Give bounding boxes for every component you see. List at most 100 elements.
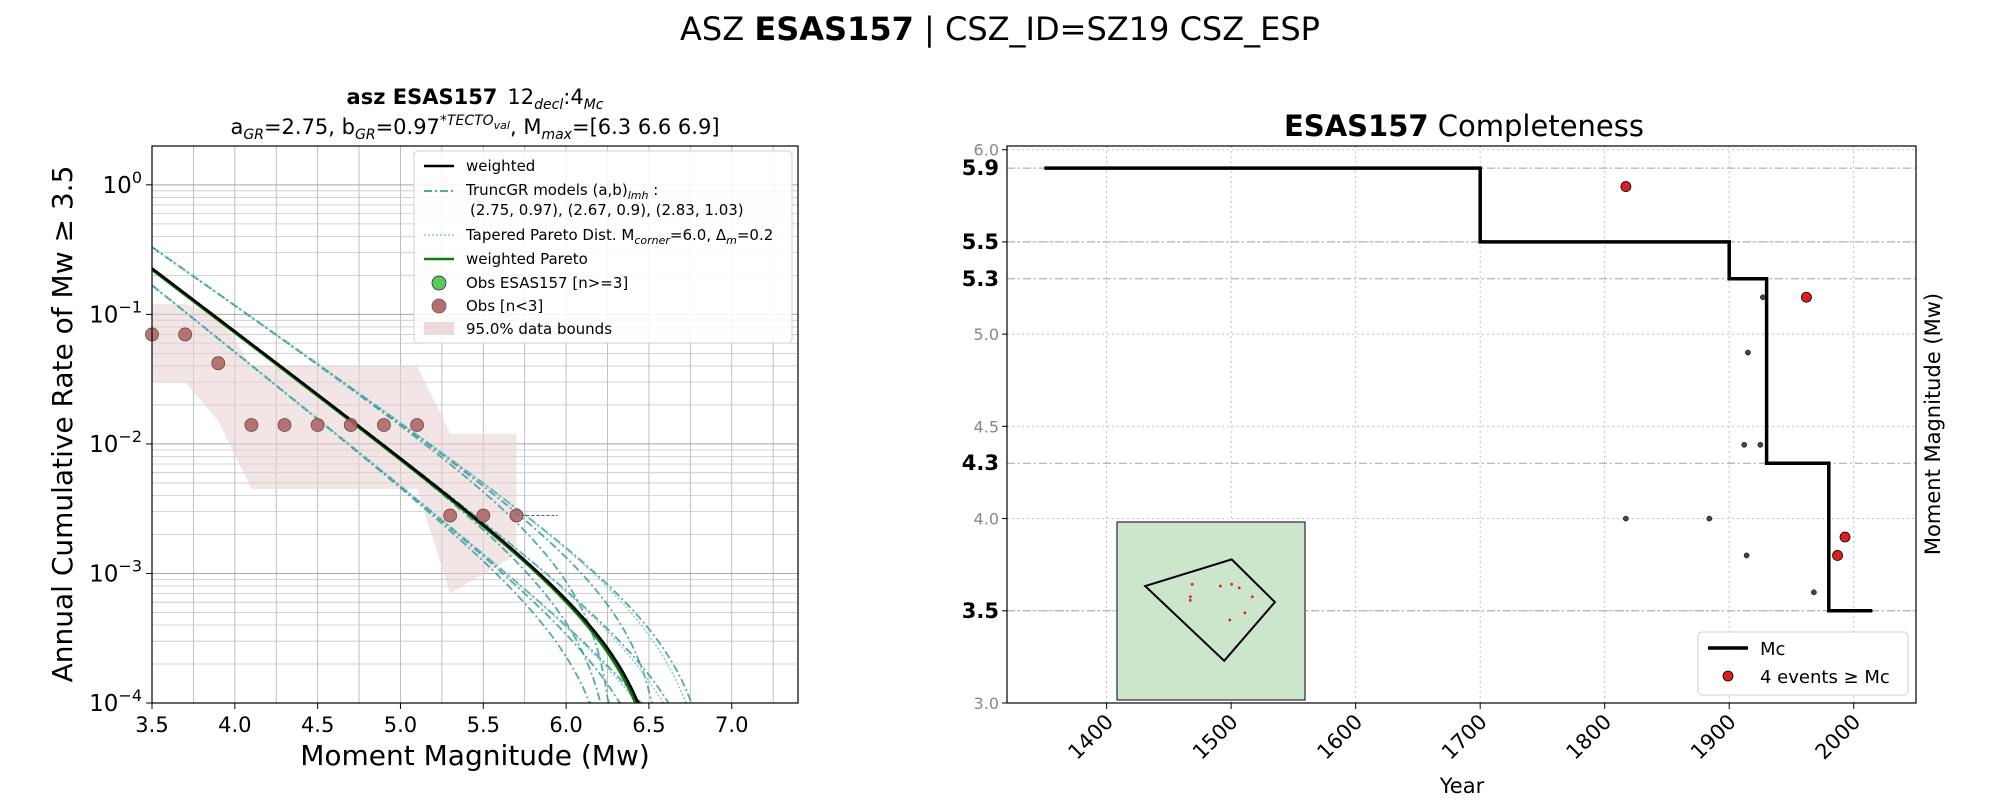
rate-chart: asz ESAS157 12decl:4Mc aGR=2.75, bGR=0.97… — [46, 85, 799, 772]
truncgr-model-line — [151, 284, 643, 704]
legend-label-pareto: Tapered Pareto Dist. Mcorner=6.0, Δm=0.2 — [465, 226, 773, 247]
x-tick-label: 5.5 — [467, 713, 500, 737]
data-bounds-band — [152, 304, 517, 594]
y-tick-label-mc: 3.5 — [962, 599, 999, 623]
y-tick-label: 3.0 — [974, 694, 999, 713]
rate-chart-ylabel: Annual Cumulative Rate of Mw ≥ 3.5 — [46, 166, 79, 683]
y-tick-label: 4.0 — [974, 510, 999, 529]
y-tick-label-mc: 5.3 — [962, 267, 999, 291]
events-layer — [1620, 181, 1851, 596]
y-tick-label: 10−2 — [89, 427, 142, 458]
x-tick-label: 1400 — [1063, 710, 1118, 765]
event-above-mc — [1832, 550, 1843, 561]
completeness-chart-legend-box — [1697, 631, 1909, 696]
event-below-mc — [1623, 515, 1629, 522]
x-tick-label: 1800 — [1561, 710, 1616, 765]
obs-point — [244, 418, 259, 432]
event-below-mc — [1741, 441, 1748, 448]
completeness-chart-y-ticks: 3.0 4.0 4.5 5.0 6.05.9 5.5 5.3 4.3 3.5 — [962, 141, 1007, 713]
x-tick-label: 5.0 — [384, 713, 417, 737]
inset-event-dot — [1243, 611, 1247, 615]
truncgr-model-line — [151, 284, 592, 704]
event-above-mc — [1801, 291, 1812, 303]
mc-step-line — [1044, 166, 1873, 613]
completeness-chart-ylabel: Moment Magnitude (Mw) — [1921, 293, 1945, 555]
rate-chart-legend-box — [413, 150, 793, 344]
legend-label-obs-green: Obs ESAS157 [n>=3] — [466, 274, 628, 292]
completeness-chart-x-ticks: 1400 1500 1600 1700 1800 1900 2000 — [1063, 703, 1865, 764]
obs-point — [476, 508, 491, 523]
y-tick-label: 10−3 — [89, 556, 142, 587]
y-tick-label: 6.0 — [974, 141, 999, 160]
rate-chart-y-ticks: 100 10−1 10−2 10−3 10−4 — [89, 168, 152, 717]
truncgr-model-line — [151, 246, 611, 704]
obs-point — [310, 418, 325, 432]
x-tick-label: 4.0 — [218, 713, 251, 737]
obs-point — [410, 418, 424, 432]
legend-label-mc: Mc — [1760, 639, 1785, 660]
legend-label-weighted-pareto: weighted Pareto — [466, 250, 588, 268]
obs-point — [211, 356, 226, 371]
x-tick-label: 3.5 — [135, 713, 168, 737]
x-tick-label: 6.5 — [632, 713, 665, 737]
y-tick-label-mc: 5.5 — [962, 230, 999, 254]
inset-event-dot — [1188, 595, 1192, 599]
y-tick-label: 10−1 — [89, 297, 142, 328]
inset-event-dot — [1228, 618, 1232, 622]
y-tick-label-mc: 4.3 — [962, 451, 999, 475]
rate-chart-xlabel: Moment Magnitude (Mw) — [300, 739, 650, 772]
legend-label-truncgr: TruncGR models (a,b)lmh : — [465, 181, 658, 202]
event-below-mc — [1706, 515, 1713, 522]
x-tick-label: 1600 — [1312, 710, 1367, 765]
completeness-chart: ESAS157 Completeness 1400 1500 1600 1700 180… — [962, 109, 1945, 798]
obs-point — [509, 508, 524, 523]
obs-point — [376, 418, 391, 432]
x-tick-label: 1900 — [1686, 710, 1741, 765]
event-above-mc — [1620, 181, 1632, 192]
legend-swatch-events — [1722, 670, 1734, 682]
rate-chart-title-line2: aGR=2.75, bGR=0.97*TECTOval, Mmax=[6.3 6… — [230, 113, 719, 143]
event-above-mc — [1839, 531, 1851, 543]
rate-chart-legend: weighted TruncGR models (a,b)lmh : (2.75… — [413, 150, 793, 344]
completeness-chart-legend: Mc 4 events ≥ Mc — [1697, 631, 1909, 696]
inset-zone-outline — [1143, 558, 1277, 663]
observations-layer — [145, 327, 558, 523]
x-tick-label: 7.0 — [715, 713, 748, 737]
obs-point — [277, 418, 292, 432]
model-lines-layer — [151, 246, 693, 704]
x-tick-label: 1700 — [1437, 710, 1492, 765]
y-tick-label: 10−4 — [89, 686, 142, 717]
event-below-mc — [1759, 294, 1766, 301]
inset-event-dot — [1237, 586, 1241, 590]
tapered-pareto-line — [151, 246, 688, 704]
completeness-chart-title: ESAS157 Completeness — [1284, 109, 1644, 143]
legend-swatch-obs-green — [431, 275, 447, 291]
legend-label-truncgr-values: (2.75, 0.97), (2.67, 0.9), (2.83, 1.03) — [470, 201, 744, 219]
obs-point — [443, 508, 458, 523]
legend-swatch-bounds — [424, 322, 454, 335]
event-below-mc — [1811, 589, 1817, 596]
inset-event-dot — [1230, 582, 1234, 586]
inset-event-dot — [1250, 595, 1254, 599]
y-tick-label: 5.0 — [974, 325, 999, 344]
data-bounds-layer — [152, 304, 517, 594]
completeness-chart-xlabel: Year — [1439, 774, 1485, 798]
obs-point — [178, 327, 193, 342]
rate-chart-axes-frame — [151, 145, 799, 704]
x-tick-label: 1500 — [1188, 710, 1243, 765]
event-below-mc — [1743, 552, 1750, 559]
legend-swatch-obs-brown — [431, 298, 447, 314]
inset-event-dot — [1219, 584, 1222, 588]
legend-label-bounds: 95.0% data bounds — [466, 320, 612, 338]
inset-event-dot — [1190, 582, 1194, 586]
legend-label-events: 4 events ≥ Mc — [1760, 667, 1890, 688]
x-tick-label: 4.5 — [301, 713, 334, 737]
event-below-mc — [1745, 349, 1751, 356]
weighted-line — [151, 267, 640, 704]
mc-step-layer — [1044, 166, 1873, 613]
rate-chart-x-ticks: 3.5 4.0 4.5 5.0 5.5 6.0 6.5 7.0 — [135, 703, 748, 737]
region-inset-map — [1116, 521, 1306, 701]
x-tick-label: 2000 — [1811, 710, 1866, 765]
truncgr-model-line — [151, 246, 693, 704]
